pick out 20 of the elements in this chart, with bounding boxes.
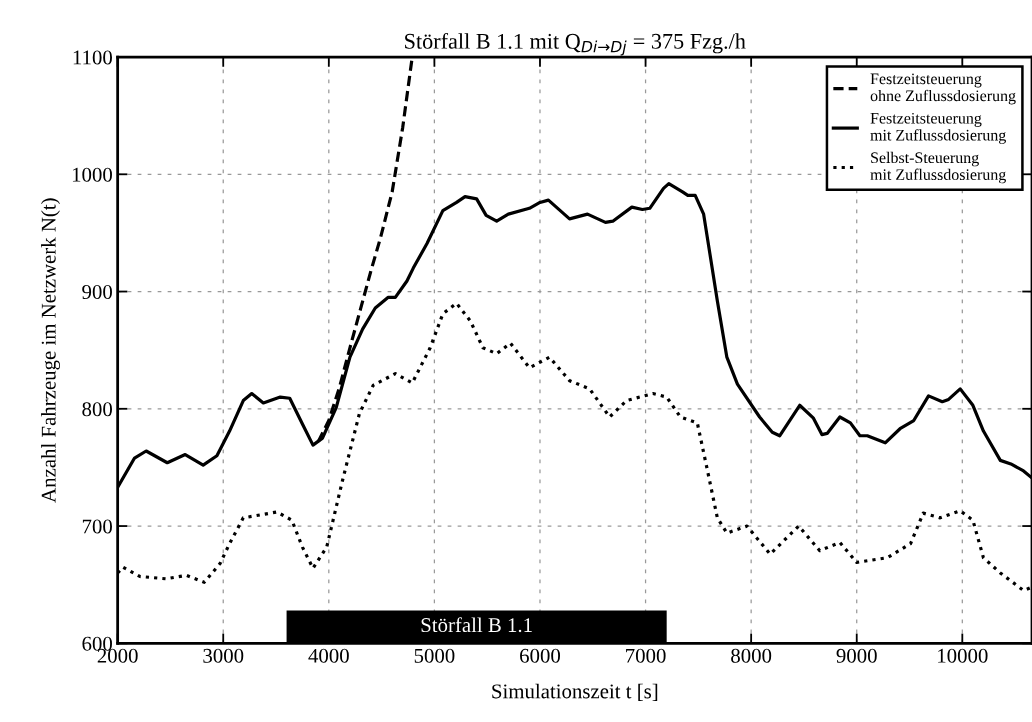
legend-label: Festzeitsteuerung ohne Zuflussdosierung [870,73,1016,105]
x-tick-label: 6000 [520,648,561,663]
x-tick-label: 8000 [731,648,772,663]
y-tick-label: 900 [82,284,112,299]
legend-label: Festzeitsteuerung mit Zuflussdosierung [870,112,1006,144]
x-tick-label: 5000 [414,648,455,663]
x-tick-label: 7000 [626,648,666,663]
y-tick-label: 1000 [72,167,112,182]
y-tick-label: 1100 [73,50,112,65]
x-tick-label: 4000 [308,648,349,663]
x-tick-label: 3000 [203,648,244,663]
legend-label: Selbst-Steuerung mit Zuflussdosierung [870,151,1006,184]
y-tick-label: 800 [82,402,112,417]
band-label: Störfall B 1.1 [421,617,532,633]
chart-title: Störfall B 1.1 mit Q$_{Di→Dj}$ = 375 Fzg./h [405,32,746,56]
x-axis-title: Simulationszeit t [s] [492,683,658,701]
x-tick-label: 10000 [938,648,988,663]
x-tick-label: 9000 [836,648,877,663]
y-axis-title: Anzahl Fahrzeuge im Netzwerk N(t) [41,198,61,503]
y-tick-label: 700 [82,519,112,534]
